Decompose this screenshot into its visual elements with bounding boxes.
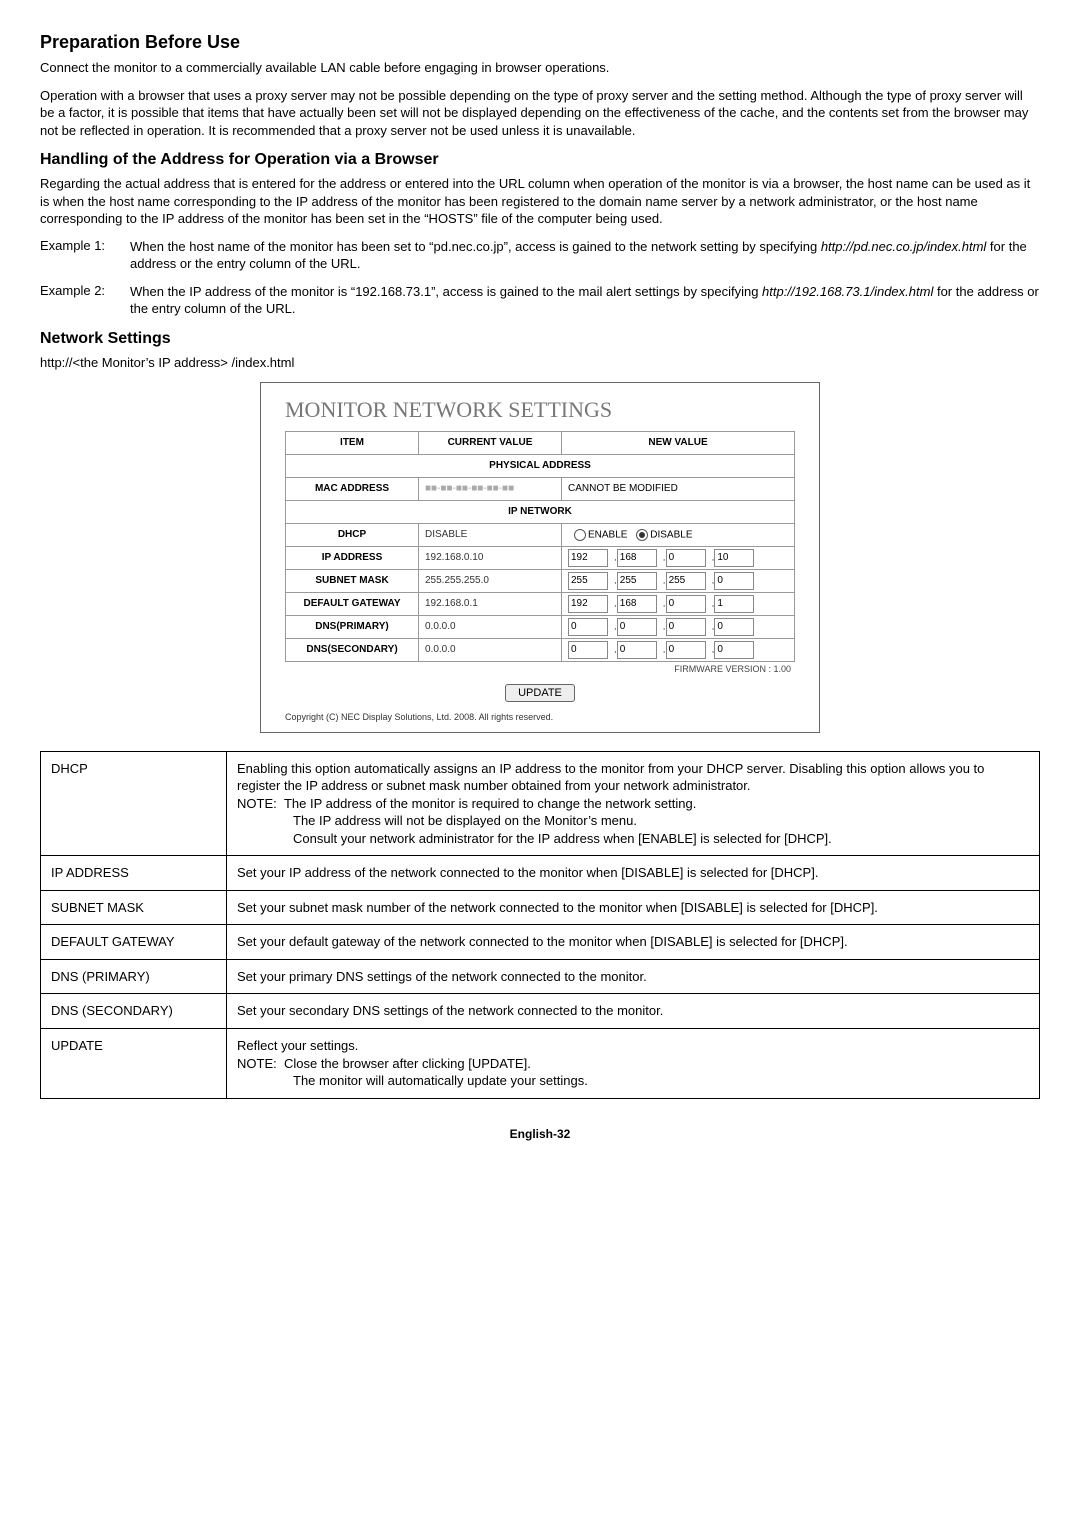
ip-input-3[interactable]: 0: [666, 549, 706, 567]
section3-subtitle: http://<the Monitor’s IP address> /index…: [40, 354, 1040, 372]
section1-p2: Operation with a browser that uses a pro…: [40, 87, 1040, 140]
dns2-input-4[interactable]: 0: [714, 641, 754, 659]
gw-input-2[interactable]: 168: [617, 595, 657, 613]
desc-gw-key: DEFAULT GATEWAY: [41, 925, 227, 960]
example2-text-a: When the IP address of the monitor is “1…: [130, 284, 762, 299]
description-table: DHCP Enabling this option automatically …: [40, 751, 1040, 1099]
radio-disable-label: DISABLE: [650, 529, 692, 540]
dns1-label: DNS(PRIMARY): [286, 615, 419, 638]
dns1-input-3[interactable]: 0: [666, 618, 706, 636]
ip-label: IP ADDRESS: [286, 546, 419, 569]
section2-p1: Regarding the actual address that is ent…: [40, 175, 1040, 228]
mac-note: CANNOT BE MODIFIED: [562, 477, 795, 500]
section2-title: Handling of the Address for Operation vi…: [40, 151, 1040, 169]
ip-value: 192.168.0.10: [419, 546, 562, 569]
gw-value: 192.168.0.1: [419, 592, 562, 615]
dns1-input-1[interactable]: 0: [568, 618, 608, 636]
desc-dhcp-text: Enabling this option automatically assig…: [237, 761, 984, 794]
sm-input-4[interactable]: 0: [714, 572, 754, 590]
dhcp-options: ENABLE DISABLE: [562, 523, 795, 546]
desc-dns1-key: DNS (PRIMARY): [41, 959, 227, 994]
dns1-input-4[interactable]: 0: [714, 618, 754, 636]
desc-dhcp-note2: The IP address will not be displayed on …: [293, 813, 637, 828]
ip-inputs: 192.168.0.10: [562, 546, 795, 569]
copyright: Copyright (C) NEC Display Solutions, Ltd…: [285, 712, 795, 722]
dns2-input-2[interactable]: 0: [617, 641, 657, 659]
example2-url: http://192.168.73.1/index.html: [762, 284, 933, 299]
mac-value: ■■-■■-■■-■■-■■-■■: [419, 477, 562, 500]
sm-input-3[interactable]: 255: [666, 572, 706, 590]
update-button[interactable]: UPDATE: [505, 684, 575, 702]
section1-p1: Connect the monitor to a commercially av…: [40, 59, 1040, 77]
desc-dns2-val: Set your secondary DNS settings of the n…: [227, 994, 1040, 1029]
screenshot-title: MONITOR NETWORK SETTINGS: [285, 397, 795, 423]
dns2-input-1[interactable]: 0: [568, 641, 608, 659]
page-footer: English-32: [40, 1127, 1040, 1141]
settings-table: ITEM CURRENT VALUE NEW VALUE PHYSICAL AD…: [285, 431, 795, 662]
desc-dhcp-key: DHCP: [41, 751, 227, 856]
radio-enable[interactable]: [574, 529, 586, 541]
gw-input-1[interactable]: 192: [568, 595, 608, 613]
sm-input-1[interactable]: 255: [568, 572, 608, 590]
dns1-value: 0.0.0.0: [419, 615, 562, 638]
example2-label: Example 2:: [40, 283, 130, 318]
desc-dhcp-note-label: NOTE:: [237, 796, 277, 811]
desc-update-key: UPDATE: [41, 1029, 227, 1099]
settings-screenshot: MONITOR NETWORK SETTINGS ITEM CURRENT VA…: [260, 382, 820, 733]
desc-dns2-key: DNS (SECONDARY): [41, 994, 227, 1029]
desc-dhcp-note1: The IP address of the monitor is require…: [284, 796, 696, 811]
col-item: ITEM: [286, 431, 419, 454]
sm-label: SUBNET MASK: [286, 569, 419, 592]
col-current: CURRENT VALUE: [419, 431, 562, 454]
desc-dns1-val: Set your primary DNS settings of the net…: [227, 959, 1040, 994]
ip-input-1[interactable]: 192: [568, 549, 608, 567]
dns2-input-3[interactable]: 0: [666, 641, 706, 659]
desc-sm-val: Set your subnet mask number of the netwo…: [227, 890, 1040, 925]
dns1-inputs: 0.0.0.0: [562, 615, 795, 638]
desc-dhcp-val: Enabling this option automatically assig…: [227, 751, 1040, 856]
row-physical: PHYSICAL ADDRESS: [286, 454, 795, 477]
desc-update-note-label: NOTE:: [237, 1056, 277, 1071]
dhcp-value: DISABLE: [419, 523, 562, 546]
example1-body: When the host name of the monitor has be…: [130, 238, 1040, 273]
desc-gw-val: Set your default gateway of the network …: [227, 925, 1040, 960]
dhcp-label: DHCP: [286, 523, 419, 546]
desc-update-note1: Close the browser after clicking [UPDATE…: [284, 1056, 531, 1071]
dns2-inputs: 0.0.0.0: [562, 638, 795, 661]
example1-url: http://pd.nec.co.jp/index.html: [821, 239, 986, 254]
desc-update-val: Reflect your settings. NOTE: Close the b…: [227, 1029, 1040, 1099]
dns1-input-2[interactable]: 0: [617, 618, 657, 636]
example1-label: Example 1:: [40, 238, 130, 273]
desc-sm-key: SUBNET MASK: [41, 890, 227, 925]
sm-inputs: 255.255.255.0: [562, 569, 795, 592]
radio-disable[interactable]: [636, 529, 648, 541]
section3-title: Network Settings: [40, 330, 1040, 348]
firmware-version: FIRMWARE VERSION : 1.00: [285, 662, 795, 674]
desc-dhcp-note3: Consult your network administrator for t…: [293, 831, 832, 846]
gw-label: DEFAULT GATEWAY: [286, 592, 419, 615]
dns2-label: DNS(SECONDARY): [286, 638, 419, 661]
radio-enable-label: ENABLE: [588, 529, 627, 540]
example1-text-a: When the host name of the monitor has be…: [130, 239, 821, 254]
dns2-value: 0.0.0.0: [419, 638, 562, 661]
desc-update-note2: The monitor will automatically update yo…: [293, 1073, 588, 1088]
sm-value: 255.255.255.0: [419, 569, 562, 592]
gw-input-3[interactable]: 0: [666, 595, 706, 613]
sm-input-2[interactable]: 255: [617, 572, 657, 590]
row-ipnet: IP NETWORK: [286, 500, 795, 523]
gw-input-4[interactable]: 1: [714, 595, 754, 613]
section1-title: Preparation Before Use: [40, 32, 1040, 53]
col-new: NEW VALUE: [562, 431, 795, 454]
ip-input-4[interactable]: 10: [714, 549, 754, 567]
desc-ip-val: Set your IP address of the network conne…: [227, 856, 1040, 891]
desc-update-text: Reflect your settings.: [237, 1038, 358, 1053]
ip-input-2[interactable]: 168: [617, 549, 657, 567]
gw-inputs: 192.168.0.1: [562, 592, 795, 615]
example2-body: When the IP address of the monitor is “1…: [130, 283, 1040, 318]
desc-ip-key: IP ADDRESS: [41, 856, 227, 891]
mac-label: MAC ADDRESS: [286, 477, 419, 500]
